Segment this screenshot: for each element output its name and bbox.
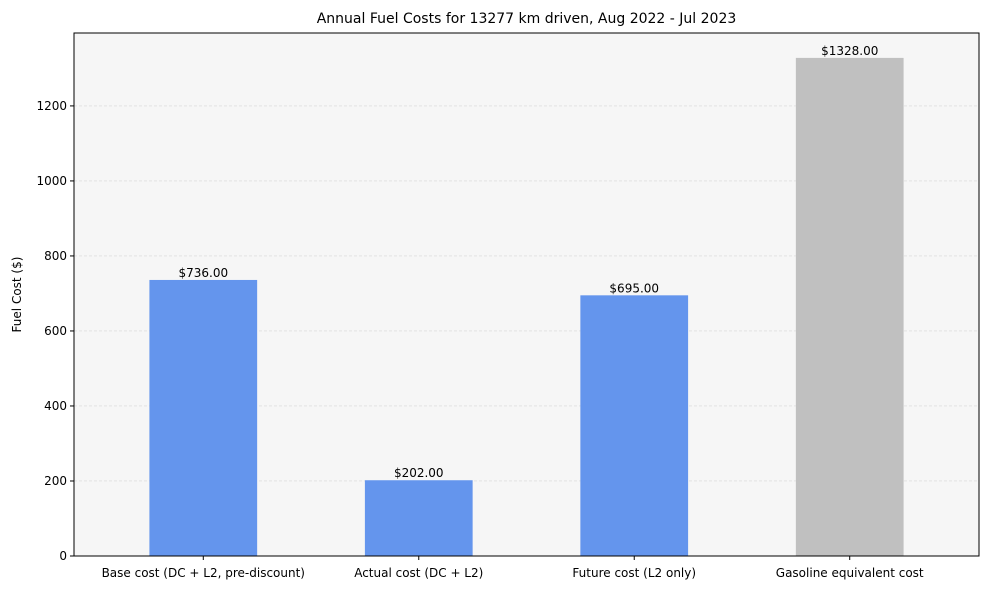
x-tick-label: Base cost (DC + L2, pre-discount) bbox=[102, 566, 305, 580]
y-tick-label: 1000 bbox=[36, 174, 67, 188]
bar bbox=[149, 279, 258, 556]
y-tick-label: 800 bbox=[44, 249, 67, 263]
y-tick-label: 1200 bbox=[36, 99, 67, 113]
y-tick-label: 0 bbox=[59, 549, 67, 563]
bar bbox=[795, 57, 904, 557]
bar-value-label: $1328.00 bbox=[821, 44, 878, 58]
bar-value-label: $202.00 bbox=[394, 466, 444, 480]
bar bbox=[364, 480, 473, 556]
bars bbox=[149, 57, 904, 557]
x-tick-label: Future cost (L2 only) bbox=[572, 566, 696, 580]
y-tick-label: 400 bbox=[44, 399, 67, 413]
y-axis-label: Fuel Cost ($) bbox=[10, 257, 24, 333]
x-tick-label: Actual cost (DC + L2) bbox=[354, 566, 483, 580]
bar-value-label: $695.00 bbox=[609, 281, 659, 295]
y-axis-ticks: 0 200 400 600 800 1000 1200 bbox=[36, 99, 74, 563]
y-tick-label: 200 bbox=[44, 474, 67, 488]
x-tick-label: Gasoline equivalent cost bbox=[776, 566, 924, 580]
y-tick-label: 600 bbox=[44, 324, 67, 338]
x-axis-ticks: Base cost (DC + L2, pre-discount) Actual … bbox=[102, 556, 924, 580]
chart-title: Annual Fuel Costs for 13277 km driven, A… bbox=[317, 11, 737, 27]
plot-frame bbox=[73, 32, 980, 557]
bar-value-label: $736.00 bbox=[178, 266, 228, 280]
bar bbox=[580, 295, 689, 556]
data-labels: $736.00 $202.00 $695.00 $1328.00 bbox=[178, 44, 878, 480]
